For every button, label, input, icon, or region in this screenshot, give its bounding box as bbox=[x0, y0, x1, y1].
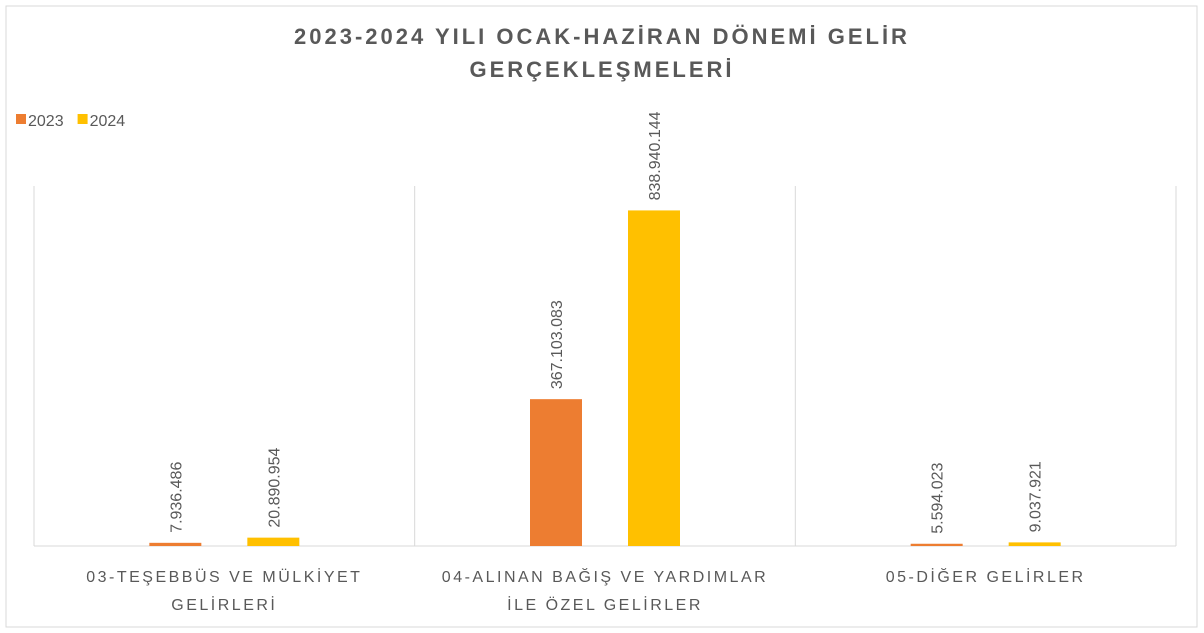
data-label: 7.936.486 bbox=[168, 462, 185, 533]
data-label: 367.103.083 bbox=[549, 300, 566, 389]
chart-border bbox=[5, 5, 1198, 628]
bar bbox=[247, 537, 300, 546]
x-tick-label: 05-DİĞER GELİRLER bbox=[885, 569, 1086, 586]
legend-swatch bbox=[16, 114, 26, 124]
x-tick-label: 04-ALINAN BAĞIŞ VE YARDIMLAR İLE ÖZEL GE… bbox=[441, 569, 769, 614]
x-tick-label: 03-TEŞEBBÜS VE MÜLKİYET GELİRLERİ bbox=[86, 569, 363, 614]
bar bbox=[910, 543, 963, 546]
data-label: 9.037.921 bbox=[1028, 461, 1045, 532]
legend-swatch bbox=[77, 114, 88, 124]
bar bbox=[530, 399, 582, 546]
bar bbox=[628, 210, 680, 546]
legend-label: 2024 bbox=[90, 113, 126, 130]
chart-title: 2023-2024 YILI OCAK-HAZİRAN DÖNEMİ GELİR… bbox=[294, 24, 910, 82]
data-label: 838.940.144 bbox=[647, 111, 664, 200]
bar bbox=[149, 542, 202, 546]
data-label: 5.594.023 bbox=[930, 462, 947, 533]
legend-label: 2023 bbox=[28, 113, 64, 130]
bar bbox=[1008, 542, 1061, 546]
data-label: 20.890.954 bbox=[266, 447, 283, 527]
